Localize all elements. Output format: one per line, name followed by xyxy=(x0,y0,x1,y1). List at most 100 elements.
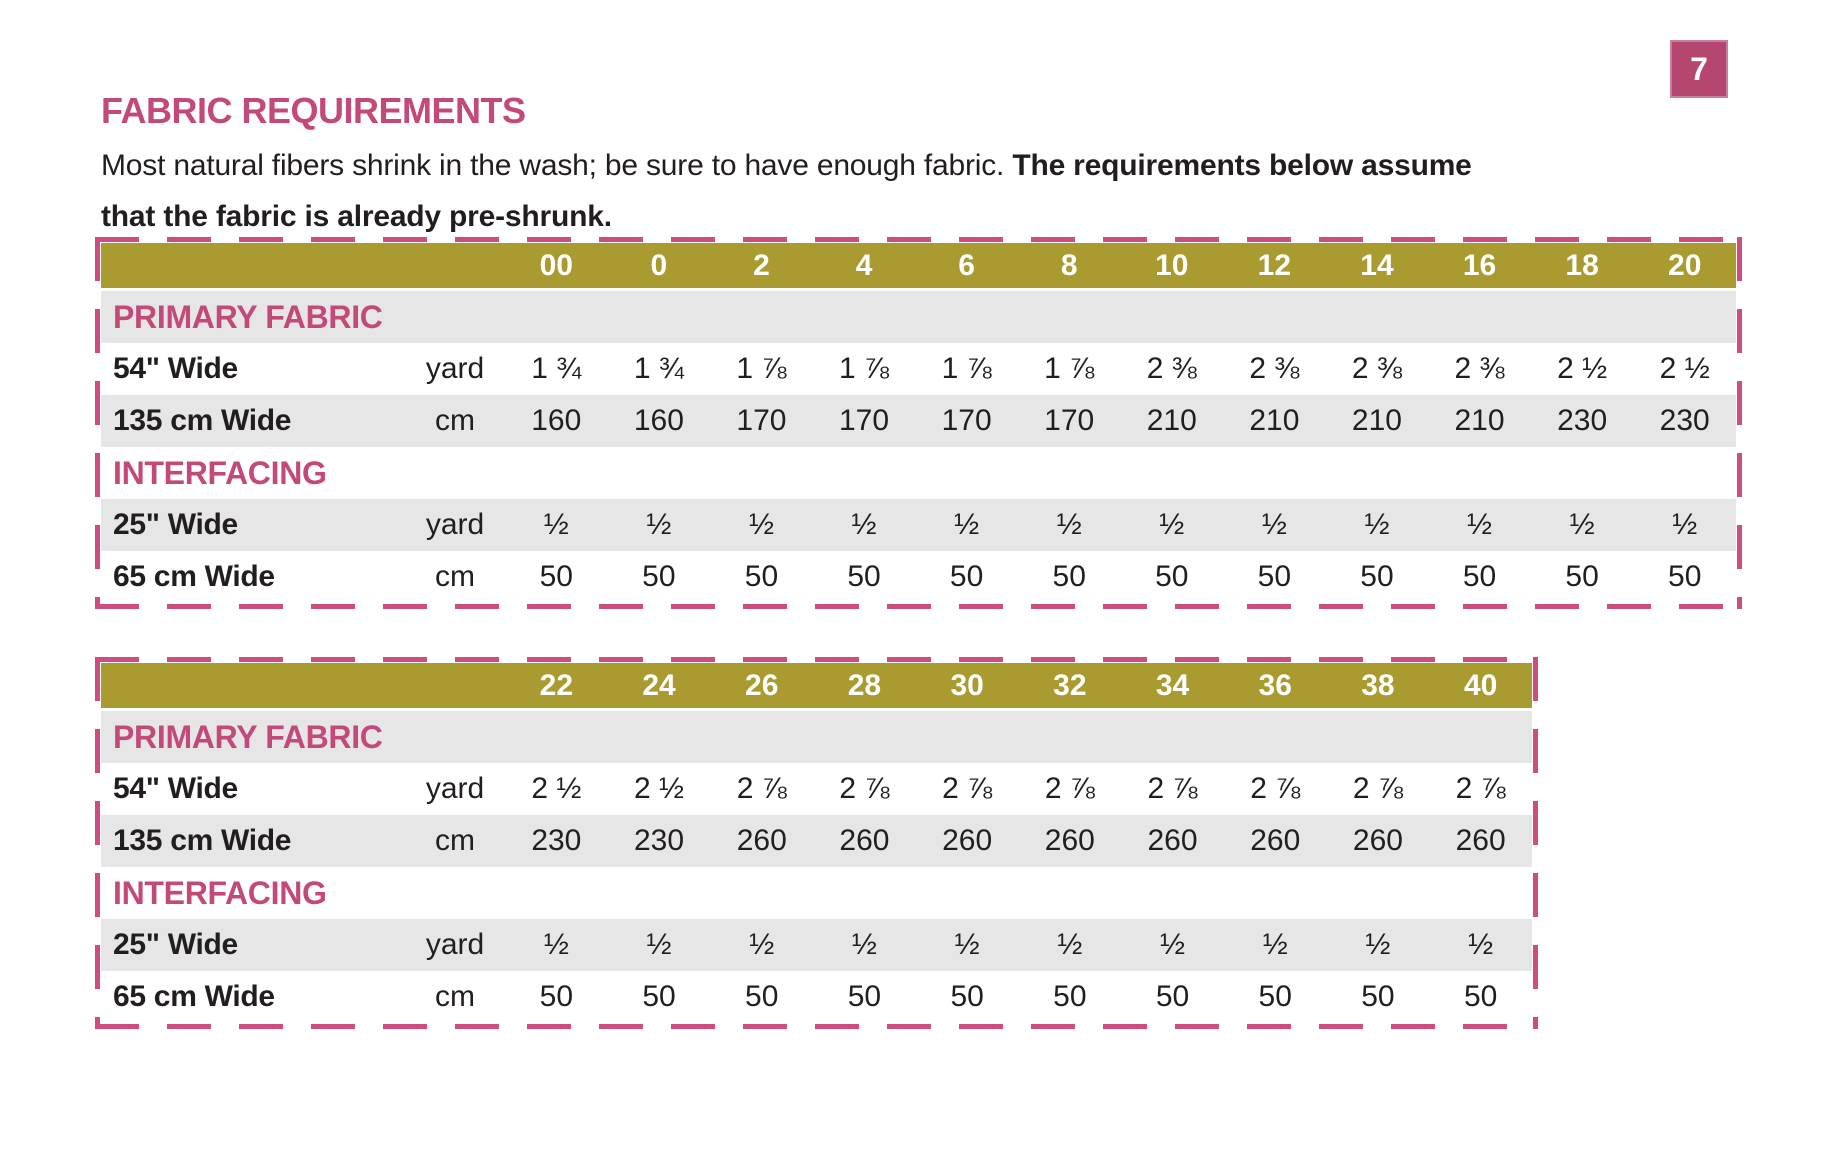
section-row: PRIMARY FABRIC xyxy=(101,291,1736,343)
fabric-row: 135 cm Wide cm 160 160 170 170 170 170 210 210 210… xyxy=(101,395,1736,447)
size-header-cell: 36 xyxy=(1258,668,1292,702)
row-label: 54" Wide xyxy=(113,352,238,385)
value-cell: 50 xyxy=(744,560,779,593)
section-label: INTERFACING xyxy=(113,454,327,491)
value-cell: 50 xyxy=(1258,980,1292,1013)
value-cell: 50 xyxy=(1052,560,1086,593)
section-row: PRIMARY FABRIC xyxy=(101,711,1532,763)
value-cell: 260 xyxy=(736,824,787,857)
size-header-cell: 26 xyxy=(745,668,779,702)
size-header-cell: 2 xyxy=(753,248,770,282)
size-header-cell: 14 xyxy=(1360,248,1394,282)
page-number-badge: 7 xyxy=(1670,40,1728,98)
unit-label: yard xyxy=(425,772,485,805)
size-header-cell: 18 xyxy=(1565,248,1599,282)
value-cell: ½ xyxy=(954,508,980,541)
value-cell: 2 ½ xyxy=(1659,352,1710,385)
value-cell: 50 xyxy=(539,560,573,593)
size-header-cell: 8 xyxy=(1060,248,1078,282)
section-row: INTERFACING xyxy=(101,867,1532,919)
value-cell: 50 xyxy=(949,560,984,593)
value-cell: ½ xyxy=(1365,928,1391,961)
value-cell: 1 ¾ xyxy=(531,352,582,385)
fabric-row: 65 cm Wide cm 50 50 50 50 50 50 50 50 50 50 xyxy=(101,971,1532,1023)
value-cell: 2 ⅞ xyxy=(839,772,890,805)
size-header-cell: 00 xyxy=(539,248,573,282)
value-cell: 2 ⅜ xyxy=(1249,352,1300,385)
row-label: 65 cm Wide xyxy=(113,560,275,593)
fabric-row: 25" Wide yard ½ ½ ½ ½ ½ ½ ½ ½ ½ ½ xyxy=(101,919,1532,971)
value-cell: ½ xyxy=(543,928,569,961)
value-cell: ½ xyxy=(1672,508,1698,541)
value-cell: ½ xyxy=(1364,508,1390,541)
value-cell: 1 ⅞ xyxy=(941,352,992,385)
value-cell: 2 ½ xyxy=(1557,352,1608,385)
value-cell: ½ xyxy=(1262,928,1288,961)
size-header-cell: 0 xyxy=(650,248,668,282)
size-header-cell: 30 xyxy=(950,668,984,702)
value-cell: 50 xyxy=(1462,560,1497,593)
unit-label: yard xyxy=(425,928,485,961)
fabric-row: 54" Wide yard 1 ¾ 1 ¾ 1 ⅞ 1 ⅞ 1 ⅞ 1 ⅞ 2 ⅜ 2 ⅜ 2 ⅜ 2… xyxy=(101,343,1736,395)
size-header-cell: 20 xyxy=(1668,248,1702,282)
value-cell: 50 xyxy=(847,560,881,593)
value-cell: 1 ¾ xyxy=(633,352,684,385)
unit-label: cm xyxy=(435,404,475,437)
value-cell: 2 ⅞ xyxy=(1352,772,1403,805)
row-label: 135 cm Wide xyxy=(113,404,292,437)
fabric-row: 54" Wide yard 2 ½ 2 ½ 2 ⅞ 2 ⅞ 2 ⅞ 2 ⅞ 2 ⅞ 2 ⅞ 2 ⅞ 2… xyxy=(101,763,1532,815)
value-cell: 260 xyxy=(1044,824,1095,857)
size-header-cell: 12 xyxy=(1257,248,1292,282)
value-cell: 1 ⅞ xyxy=(1044,352,1095,385)
value-cell: 260 xyxy=(1250,824,1301,857)
value-cell: 210 xyxy=(1454,404,1505,437)
value-cell: ½ xyxy=(1160,928,1186,961)
value-cell: 230 xyxy=(634,824,685,857)
value-cell: ½ xyxy=(1056,508,1082,541)
value-cell: 50 xyxy=(950,980,984,1013)
value-cell: 50 xyxy=(1053,980,1087,1013)
unit-label: yard xyxy=(425,352,485,385)
row-label: 54" Wide xyxy=(113,772,238,805)
size-header-row: 22 24 26 28 30 32 34 36 38 40 xyxy=(101,663,1532,708)
value-cell: 50 xyxy=(1361,980,1395,1013)
value-cell: 1 ⅞ xyxy=(839,352,890,385)
row-label: 25" Wide xyxy=(113,928,238,961)
value-cell: ½ xyxy=(1159,508,1185,541)
value-cell: 50 xyxy=(1463,980,1498,1013)
value-cell: 2 ½ xyxy=(634,772,685,805)
value-cell: 2 ⅞ xyxy=(1250,772,1301,805)
value-cell: 230 xyxy=(531,824,582,857)
fabric-row: 135 cm Wide cm 230 230 260 260 260 260 260 260 260… xyxy=(101,815,1532,867)
value-cell: 160 xyxy=(633,404,684,437)
value-cell: ½ xyxy=(749,928,775,961)
value-cell: 260 xyxy=(1455,824,1506,857)
value-cell: 210 xyxy=(1146,404,1197,437)
value-cell: ½ xyxy=(954,928,980,961)
value-cell: ½ xyxy=(1057,928,1083,961)
value-cell: 170 xyxy=(1044,404,1095,437)
page-title: FABRIC REQUIREMENTS xyxy=(101,90,526,131)
size-header-cell: 6 xyxy=(958,248,975,282)
size-header-cell: 38 xyxy=(1361,668,1395,702)
row-label: 25" Wide xyxy=(113,508,238,541)
value-cell: 2 ⅞ xyxy=(1044,772,1095,805)
section-row: INTERFACING xyxy=(101,447,1736,499)
value-cell: 170 xyxy=(839,404,890,437)
value-cell: 260 xyxy=(1147,824,1198,857)
value-cell: 260 xyxy=(942,824,993,857)
value-cell: ½ xyxy=(851,508,877,541)
value-cell: 50 xyxy=(1155,980,1190,1013)
intro-paragraph: Most natural fibers shrink in the wash; … xyxy=(101,140,1472,242)
unit-label: cm xyxy=(435,980,475,1013)
fabric-row: 25" Wide yard ½ ½ ½ ½ ½ ½ ½ ½ ½ ½ ½ ½ xyxy=(101,499,1736,551)
requirements-table-2: 22 24 26 28 30 32 34 36 38 40 PRIMARY FABRIC 54" Wi… xyxy=(95,657,1538,1029)
value-cell: 50 xyxy=(745,980,779,1013)
unit-label: yard xyxy=(425,508,485,541)
section-label: PRIMARY FABRIC xyxy=(113,718,383,755)
value-cell: 260 xyxy=(1352,824,1403,857)
size-header-cell: 34 xyxy=(1155,668,1190,702)
size-header-cell: 24 xyxy=(642,668,676,702)
size-header-cell: 4 xyxy=(855,248,873,282)
